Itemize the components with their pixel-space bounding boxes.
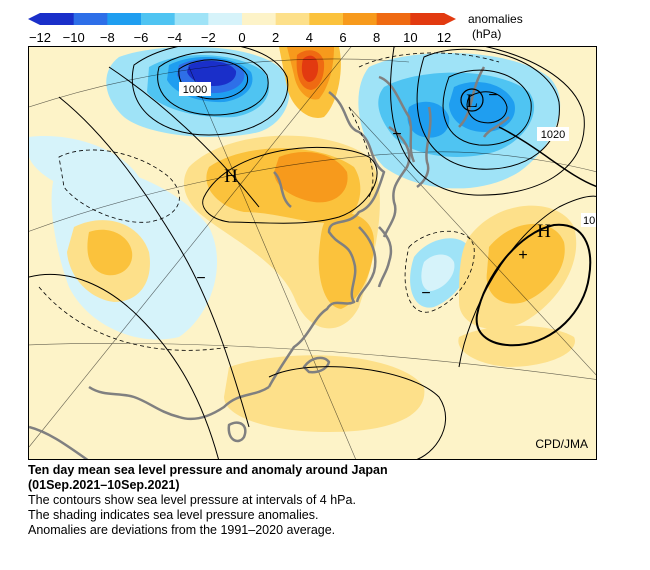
- colorbar-tick-label: 2: [272, 30, 279, 45]
- colorbar-left-arrow: [28, 13, 40, 25]
- colorbar-tick-label: −4: [167, 30, 182, 45]
- colorbar-cell: [107, 13, 142, 25]
- anomaly-colorbar: −12 −10 −8 −6 −4 −2 0 2 4 6 8 10 12: [28, 13, 456, 45]
- colorbar-cell: [275, 13, 310, 25]
- colorbar-tick-label: 10: [403, 30, 417, 45]
- plus-sign-pacific: +: [518, 247, 527, 264]
- contour-label-1020: 1020: [541, 129, 565, 141]
- colorbar-cell: [73, 13, 108, 25]
- colorbar-tick-label: 12: [437, 30, 451, 45]
- isobars: [29, 47, 596, 459]
- contour-labels: 1000 1020 10: [179, 82, 596, 227]
- graticule: [29, 47, 596, 459]
- pacific-high-marker: H: [537, 221, 551, 242]
- caption-line-1: The contours show sea level pressure at …: [28, 493, 356, 507]
- caption-title: Ten day mean sea level pressure and anom…: [28, 463, 388, 477]
- colorbar-tick-label: 0: [238, 30, 245, 45]
- colorbar-tick-label: −10: [63, 30, 85, 45]
- colorbar-tick-label: −6: [134, 30, 149, 45]
- mongolia-high-marker: H: [224, 166, 238, 187]
- colorbar-cell: [242, 13, 277, 25]
- caption-line-2: The shading indicates sea level pressure…: [28, 508, 319, 522]
- figure-caption: Ten day mean sea level pressure and anom…: [28, 463, 628, 538]
- contour-label-1000: 1000: [183, 84, 207, 96]
- caption-line-3: Anomalies are deviations from the 1991–2…: [28, 523, 336, 537]
- colorbar-tick-label: 4: [306, 30, 313, 45]
- contour-label-10: 10: [583, 215, 595, 227]
- colorbar-tick-label: −12: [29, 30, 51, 45]
- colorbar-cell: [141, 13, 176, 25]
- minus-sign-pacific: −: [421, 285, 430, 302]
- legend-title: anomalies (hPa): [468, 12, 523, 42]
- colorbar-cell: [410, 13, 445, 25]
- map-canvas: 1000 1020 10 H H L − − − − +: [29, 47, 596, 459]
- anomaly-signs: − − − − +: [196, 87, 527, 302]
- okhotsk-low-marker: L: [466, 91, 478, 112]
- colorbar-cell: [376, 13, 411, 25]
- minus-sign-okhotsk: −: [488, 87, 497, 104]
- okhotsk-low-circle: [460, 88, 484, 112]
- colorbar-tick-label: −2: [201, 30, 216, 45]
- colorbar-cell: [208, 13, 243, 25]
- pressure-systems: H H L: [224, 88, 551, 242]
- colorbar-tick-label: 8: [373, 30, 380, 45]
- colorbar-cell: [343, 13, 378, 25]
- colorbar-cell: [174, 13, 209, 25]
- colorbar-right-arrow: [444, 13, 456, 25]
- zero-anomaly-contours: [38, 52, 500, 351]
- colorbar-tick-label: 6: [339, 30, 346, 45]
- legend-title-line1: anomalies: [468, 12, 523, 26]
- pressure-anomaly-map: 1000 1020 10 H H L − − − − + CPD/JMA: [28, 46, 597, 460]
- minus-sign-sakhalin: −: [392, 126, 401, 143]
- colorbar-cell: [309, 13, 344, 25]
- colorbar-cell: [40, 13, 75, 25]
- colorbar-tick-label: −8: [100, 30, 115, 45]
- caption-period: (01Sep.2021–10Sep.2021): [28, 478, 180, 492]
- coastlines: [29, 66, 510, 459]
- legend-title-line2: (hPa): [472, 27, 502, 41]
- credit-label: CPD/JMA: [535, 437, 588, 451]
- minus-sign-china: −: [196, 270, 205, 287]
